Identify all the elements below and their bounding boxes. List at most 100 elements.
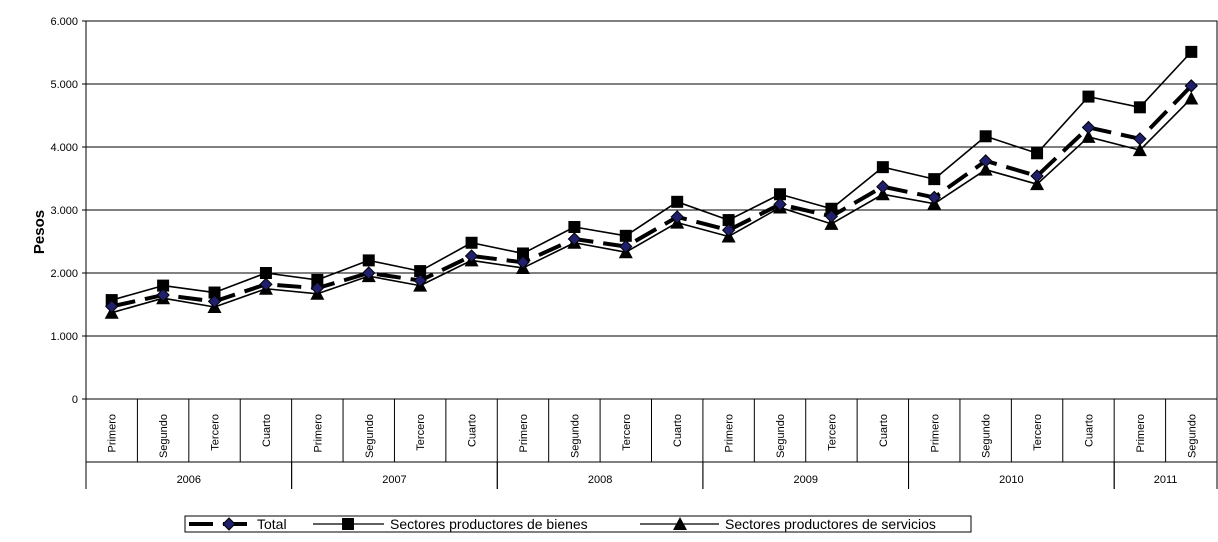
marker-triangle <box>978 162 993 176</box>
marker-triangle <box>824 216 839 230</box>
group-label: 2007 <box>382 474 406 486</box>
marker-diamond <box>876 179 890 194</box>
y-tick-label: 0 <box>72 394 78 406</box>
marker-diamond <box>362 266 376 280</box>
y-tick-label: 3.000 <box>50 205 78 217</box>
series-markers <box>104 45 1199 319</box>
x-tick-label: Cuarto <box>467 414 479 447</box>
marker-square <box>342 518 354 530</box>
marker-triangle <box>1081 129 1096 143</box>
marker-diamond <box>670 210 684 224</box>
legend-label: Sectores productores de servicios <box>725 516 936 532</box>
marker-diamond <box>1081 120 1096 135</box>
marker-square <box>876 161 889 174</box>
marker-square <box>1082 90 1095 103</box>
marker-square <box>516 247 529 260</box>
x-tick-label: Tercero <box>415 414 427 451</box>
x-tick-label: Primero <box>724 414 736 453</box>
x-tick-label: Cuarto <box>1083 414 1095 447</box>
marker-diamond <box>222 517 236 531</box>
y-axis-title: Pesos <box>31 210 48 254</box>
x-tick-label: Primero <box>518 414 530 453</box>
marker-diamond <box>464 249 479 263</box>
group-label: 2006 <box>177 474 201 486</box>
marker-diamond <box>104 299 119 314</box>
x-tick-label: Cuarto <box>672 414 684 447</box>
marker-square <box>465 236 478 249</box>
marker-square <box>311 273 324 286</box>
marker-triangle <box>1184 91 1199 105</box>
x-tick-label: Segundo <box>775 414 787 458</box>
marker-square <box>671 195 684 208</box>
marker-diamond <box>721 223 736 237</box>
marker-square <box>979 130 992 143</box>
y-axis: 0 1.000 2.000 3.000 4.000 5.000 6.000 <box>50 16 86 406</box>
grid-lines <box>85 20 1218 400</box>
marker-diamond <box>516 255 530 269</box>
marker-triangle <box>1132 143 1147 157</box>
marker-square <box>362 254 375 267</box>
series-line <box>111 84 1193 309</box>
group-label: 2010 <box>999 474 1023 486</box>
y-tick-label: 5.000 <box>50 79 78 91</box>
marker-square <box>774 188 787 201</box>
x-tick-label: Segundo <box>981 414 993 458</box>
x-tick-label: Primero <box>312 414 324 453</box>
x-tick-label: Cuarto <box>878 414 890 447</box>
x-tick-label: Segundo <box>569 414 581 458</box>
marker-diamond <box>773 197 787 212</box>
marker-square <box>619 229 632 242</box>
marker-square <box>1133 101 1146 114</box>
marker-diamond <box>619 239 633 254</box>
group-label: 2008 <box>588 474 612 486</box>
marker-diamond <box>310 281 325 295</box>
x-tick-label: Primero <box>107 414 119 453</box>
marker-diamond <box>824 209 839 224</box>
y-tick-label: 1.000 <box>50 331 78 343</box>
series-lines <box>111 51 1193 314</box>
legend-label: Sectores productores de bienes <box>390 516 588 532</box>
marker-square <box>414 265 427 278</box>
marker-square <box>928 173 941 186</box>
marker-diamond <box>1184 79 1199 93</box>
group-label: 2009 <box>793 474 817 486</box>
marker-diamond <box>567 232 582 246</box>
x-tick-label: Segundo <box>1186 414 1198 458</box>
marker-square <box>1185 45 1198 58</box>
marker-square <box>208 286 221 299</box>
marker-diamond <box>259 277 273 292</box>
marker-diamond <box>978 154 993 168</box>
marker-diamond <box>927 190 941 205</box>
marker-triangle <box>673 517 687 530</box>
x-tick-label: Tercero <box>1032 414 1044 451</box>
marker-diamond <box>1030 169 1044 183</box>
x-tick-label: Tercero <box>210 414 222 451</box>
legend-box <box>184 515 972 533</box>
x-axis: Primero Segundo Tercero Cuarto Primero Segund… <box>85 399 1218 489</box>
x-tick-label: Tercero <box>826 414 838 451</box>
x-tick-label: Tercero <box>621 414 633 451</box>
x-tick-label: Cuarto <box>261 414 273 447</box>
y-tick-label: 4.000 <box>50 142 78 154</box>
marker-square <box>157 279 170 292</box>
marker-triangle <box>875 187 890 201</box>
y-tick-label: 6.000 <box>50 16 78 28</box>
marker-diamond <box>413 273 427 288</box>
marker-diamond <box>1133 132 1147 146</box>
marker-diamond <box>156 288 170 302</box>
x-tick-label: Primero <box>1135 414 1147 453</box>
series-line <box>111 51 1192 301</box>
series-line <box>111 97 1192 314</box>
y-tick-label: 2.000 <box>50 268 78 280</box>
marker-square <box>825 202 838 215</box>
legend: Total Sectores productores de bienes Secto… <box>184 515 972 533</box>
legend-label: Total <box>257 516 287 532</box>
group-label: 2011 <box>1154 474 1178 486</box>
marker-square <box>722 214 735 227</box>
x-tick-label: Primero <box>929 414 941 453</box>
marker-square <box>259 267 272 279</box>
marker-triangle <box>1030 177 1045 191</box>
marker-square <box>1031 147 1044 160</box>
x-tick-label: Segundo <box>364 414 376 458</box>
